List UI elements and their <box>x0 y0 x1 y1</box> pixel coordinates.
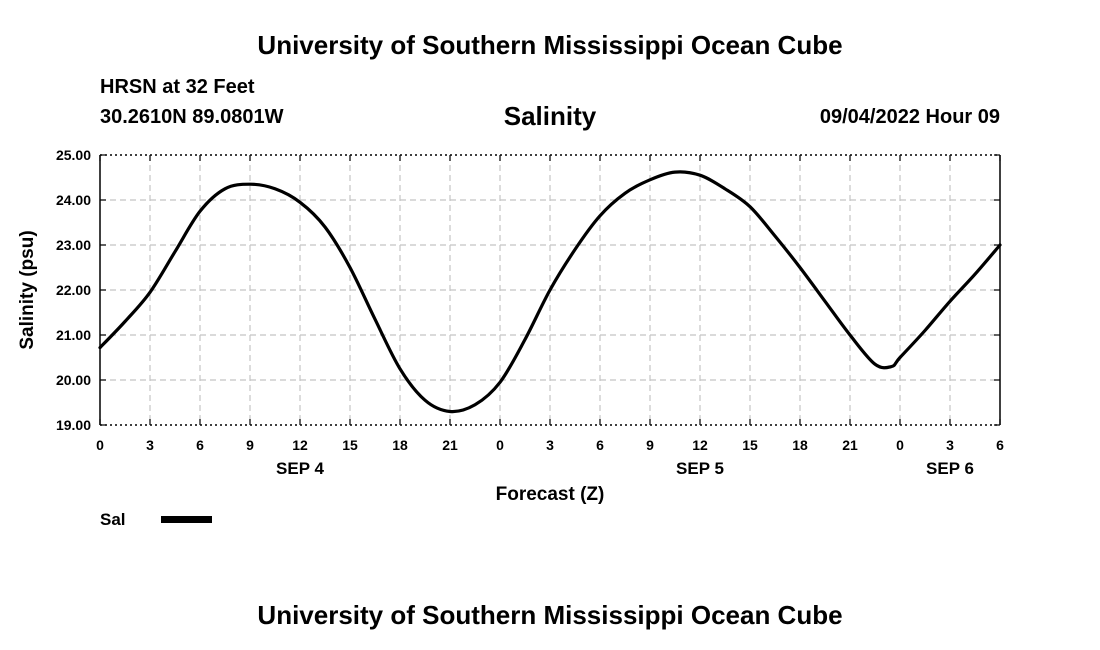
x-tick-label: 18 <box>792 437 808 453</box>
x-tick-label: 12 <box>292 437 308 453</box>
y-tick-label: 19.00 <box>56 417 91 433</box>
x-tick-label: 0 <box>896 437 904 453</box>
date-label: SEP 6 <box>926 459 974 478</box>
chart-title: Salinity <box>503 101 597 131</box>
x-tick-label: 21 <box>442 437 458 453</box>
x-tick-label: 3 <box>146 437 154 453</box>
x-tick-label: 15 <box>342 437 358 453</box>
legend-swatch <box>161 516 212 523</box>
date-label: SEP 5 <box>676 459 724 478</box>
series-line-sal <box>98 170 1002 414</box>
x-tick-label: 6 <box>596 437 604 453</box>
y-axis-label: Salinity (psu) <box>17 230 38 349</box>
legend-label: Sal <box>100 510 126 529</box>
x-tick-label: 9 <box>646 437 654 453</box>
y-tick-label: 20.00 <box>56 372 91 388</box>
main-title: University of Southern Mississippi Ocean… <box>257 30 843 60</box>
x-axis-label: Forecast (Z) <box>496 484 605 505</box>
x-tick-label: 3 <box>946 437 954 453</box>
station-coordinates: 30.2610N 89.0801W <box>100 106 284 128</box>
y-tick-label: 22.00 <box>56 282 91 298</box>
x-tick-label: 6 <box>996 437 1004 453</box>
x-tick-label: 6 <box>196 437 204 453</box>
footer-title: University of Southern Mississippi Ocean… <box>257 600 843 630</box>
x-tick-label: 15 <box>742 437 758 453</box>
x-tick-label: 3 <box>546 437 554 453</box>
y-tick-label: 23.00 <box>56 237 91 253</box>
x-tick-label: 0 <box>496 437 504 453</box>
x-tick-label: 9 <box>246 437 254 453</box>
x-tick-label: 21 <box>842 437 858 453</box>
x-tick-label: 18 <box>392 437 408 453</box>
x-tick-label: 0 <box>96 437 104 453</box>
date-label: SEP 4 <box>276 459 324 478</box>
station-label: HRSN at 32 Feet <box>100 76 255 98</box>
y-tick-label: 21.00 <box>56 327 91 343</box>
x-tick-label: 12 <box>692 437 708 453</box>
y-tick-label: 25.00 <box>56 147 91 163</box>
forecast-datetime: 09/04/2022 Hour 09 <box>819 106 1000 128</box>
y-tick-label: 24.00 <box>56 192 91 208</box>
